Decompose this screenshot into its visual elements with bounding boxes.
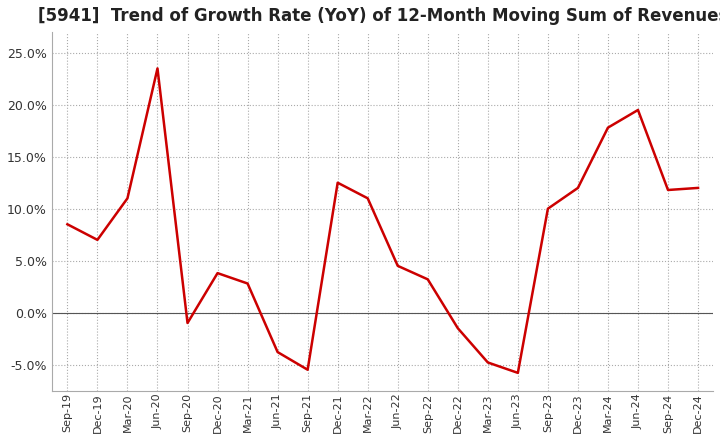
Title: [5941]  Trend of Growth Rate (YoY) of 12-Month Moving Sum of Revenues: [5941] Trend of Growth Rate (YoY) of 12-… bbox=[37, 7, 720, 25]
